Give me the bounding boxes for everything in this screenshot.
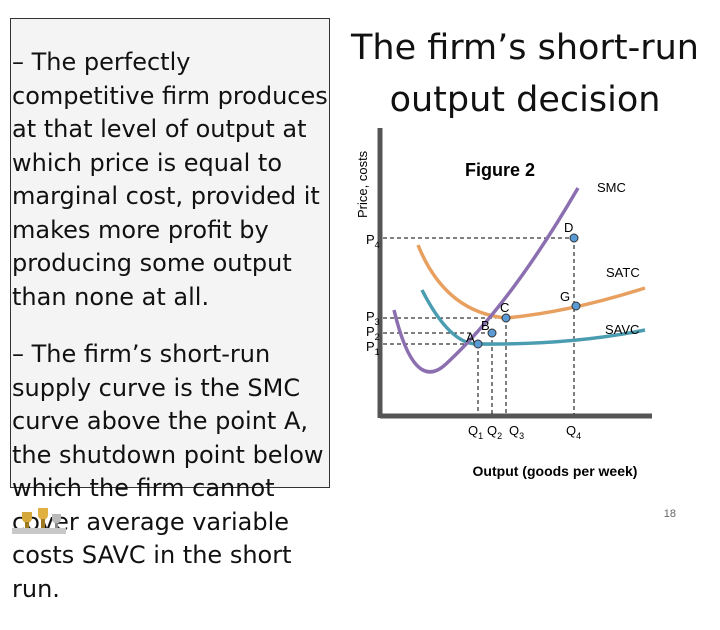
satc-label: SATC [606,265,640,280]
point-a-label: A [466,330,475,345]
x-axis-label: Output (goods per week) [473,463,638,479]
smc-curve [392,187,580,374]
q2-label: Q2 [487,423,502,441]
cost-curves-figure: Figure 2 Price, costs Output (goods per … [355,128,652,479]
p2-label: P2 [366,324,380,342]
point-d-label: D [564,220,573,235]
point-c-label: C [500,300,509,315]
point-b [487,328,497,338]
trophy-logo-icon [12,508,66,534]
smc-label: SMC [597,180,626,195]
point-c [501,313,511,323]
savc-curve [420,289,646,346]
savc-label: SAVC [605,322,639,337]
slide-title-line-2: output decision [389,80,661,120]
bullet-item-1: – The perfectly competitive firm produce… [12,48,328,311]
point-d [569,233,579,243]
p1-label: P1 [366,339,380,357]
p4-label: P4 [366,232,380,250]
point-a [473,339,483,349]
q3-label: Q3 [509,423,524,441]
figure-caption: Figure 2 [465,160,535,180]
point-g [571,301,581,311]
slide-title-line-1: The firm’s short-run [351,28,699,68]
q1-label: Q1 [468,423,483,441]
bullet-text-box [10,18,330,488]
y-axis-label: Price, costs [355,150,370,218]
slide-title: The firm’s short-run output decision [340,22,710,126]
page-number: 18 [663,508,676,520]
satc-curve [416,244,646,320]
point-g-label: G [560,289,570,304]
q4-label: Q4 [566,423,581,441]
p3-label: P3 [366,309,380,327]
point-b-label: B [481,318,490,333]
